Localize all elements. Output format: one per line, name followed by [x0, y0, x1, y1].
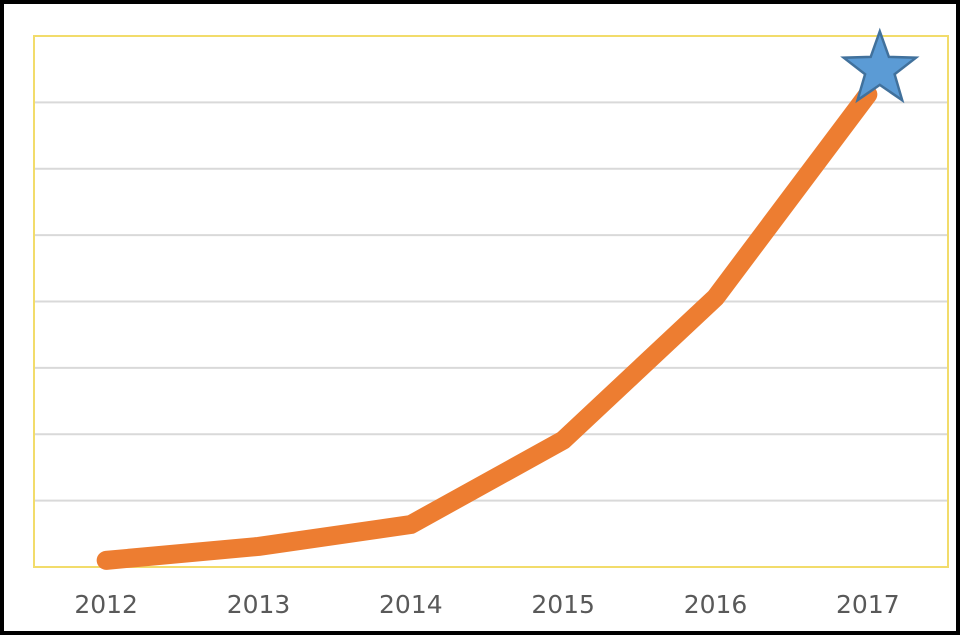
series-line	[96, 84, 878, 570]
series-group	[96, 84, 878, 570]
x-tick-label: 2013	[227, 590, 291, 619]
x-tick-label: 2017	[836, 590, 900, 619]
x-tick-label: 2014	[379, 590, 443, 619]
x-tick-label: 2015	[531, 590, 595, 619]
x-tick-label: 2012	[74, 590, 138, 619]
star-marker	[840, 27, 920, 104]
markers-group	[840, 27, 920, 104]
chart-frame: 2012 2013 2014 2015 2016 2017	[4, 4, 956, 631]
x-axis-tick-labels: 2012 2013 2014 2015 2016 2017	[74, 590, 899, 619]
plot-area-border	[33, 35, 949, 568]
line-chart: 2012 2013 2014 2015 2016 2017	[33, 27, 949, 619]
x-tick-label: 2016	[684, 590, 748, 619]
gridlines	[34, 35, 948, 502]
